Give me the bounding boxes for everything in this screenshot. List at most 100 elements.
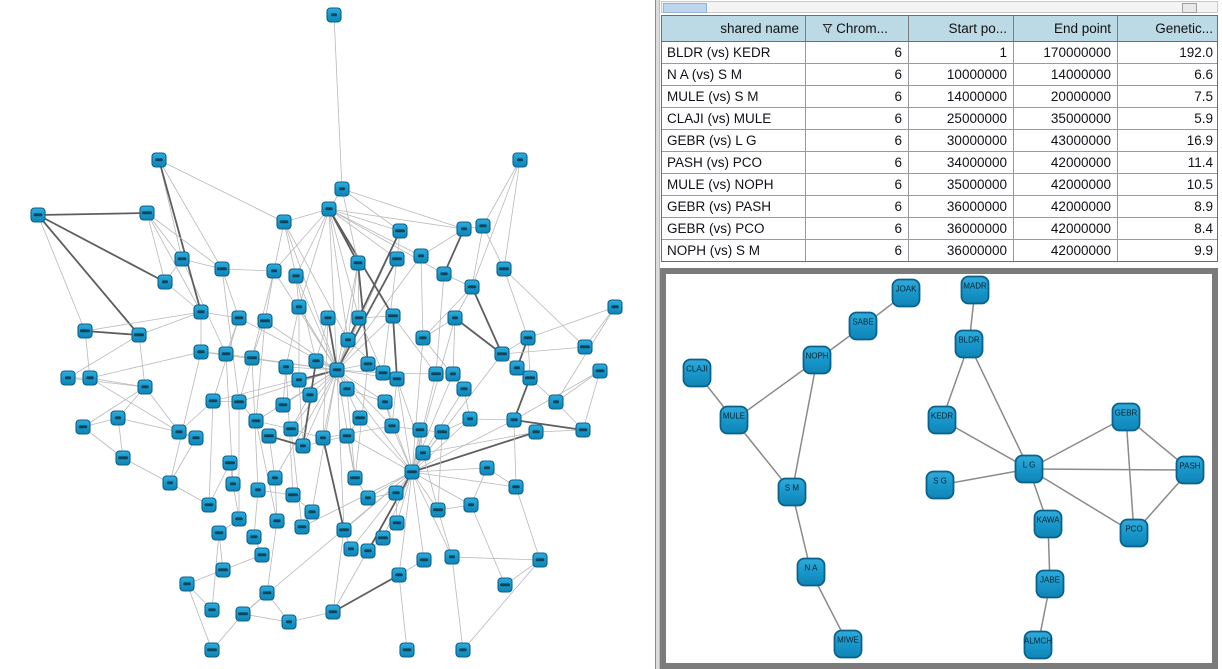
overview-network-edge[interactable] xyxy=(398,471,413,576)
overview-network-node[interactable] xyxy=(464,279,480,295)
overview-network-edge[interactable] xyxy=(169,351,202,484)
overview-network-edge[interactable] xyxy=(437,509,453,558)
overview-network-edge[interactable] xyxy=(411,431,537,473)
cell-value[interactable]: 16.9 xyxy=(1186,133,1213,148)
overview-network-edge[interactable] xyxy=(295,275,338,371)
table-row[interactable]: GEBR (vs) PCO 6 36000000 42000000 8.4 xyxy=(662,218,1217,240)
overview-network-edge[interactable] xyxy=(470,504,506,586)
overview-network-node[interactable] xyxy=(375,530,391,546)
cell-value[interactable]: 6.6 xyxy=(1194,67,1213,82)
overview-network-node[interactable] xyxy=(266,263,282,279)
overview-network-node[interactable] xyxy=(445,366,461,382)
overview-network-node[interactable] xyxy=(174,251,190,267)
overview-network-node[interactable] xyxy=(456,221,472,237)
overview-network-node[interactable] xyxy=(522,370,538,386)
overview-network-node[interactable] xyxy=(188,430,204,446)
overview-network-node[interactable] xyxy=(325,604,341,620)
overview-network-edge[interactable] xyxy=(452,317,456,375)
column-header-chrom-[interactable]: Chrom... xyxy=(806,16,909,41)
cell-value[interactable]: 25000000 xyxy=(909,108,1014,129)
detail-network-panel[interactable]: JOAK MADR SABE NOPH BLDR CLAJI MULE KEDR GEBR L G… xyxy=(660,268,1218,669)
overview-network-node[interactable] xyxy=(285,487,301,503)
overview-network-node[interactable] xyxy=(276,214,292,230)
overview-network-edge[interactable] xyxy=(301,471,413,528)
detail-network-node-pco[interactable]: PCO xyxy=(1119,518,1149,548)
cell-value[interactable]: 6 xyxy=(806,174,909,195)
overview-network-edge[interactable] xyxy=(89,377,146,388)
overview-network-node[interactable] xyxy=(269,513,285,529)
overview-network-edge[interactable] xyxy=(392,315,437,375)
overview-network-edge[interactable] xyxy=(341,188,465,230)
overview-network-node[interactable] xyxy=(391,567,407,583)
detail-network-edge[interactable] xyxy=(1125,416,1135,534)
overview-network-edge[interactable] xyxy=(146,212,202,313)
overview-network-node[interactable] xyxy=(215,562,231,578)
detail-network-node-gebr[interactable]: GEBR xyxy=(1111,402,1141,432)
cell-shared-name[interactable]: PASH (vs) PCO xyxy=(662,152,806,173)
overview-network-edge[interactable] xyxy=(138,311,202,336)
overview-network-edge[interactable] xyxy=(138,334,146,388)
overview-network-node[interactable] xyxy=(434,424,450,440)
overview-network-node[interactable] xyxy=(315,430,331,446)
overview-network-edge[interactable] xyxy=(454,317,503,355)
cell-value[interactable]: 34000000 xyxy=(909,152,1014,173)
cell-value[interactable]: 35000000 xyxy=(1014,108,1118,129)
overview-network-node[interactable] xyxy=(75,419,91,435)
overview-network-node[interactable] xyxy=(436,266,452,282)
overview-network-edge[interactable] xyxy=(122,457,171,484)
cell-value[interactable]: 35000000 xyxy=(909,174,1014,195)
overview-network-node[interactable] xyxy=(416,552,432,568)
overview-network-edge[interactable] xyxy=(346,435,413,473)
overview-network-edge[interactable] xyxy=(396,378,424,454)
overview-network-edge[interactable] xyxy=(84,330,140,336)
cell-value[interactable]: 20000000 xyxy=(1014,86,1118,107)
overview-network-node[interactable] xyxy=(389,251,405,267)
detail-network-node-bldr[interactable]: BLDR xyxy=(954,329,984,359)
overview-network-edge[interactable] xyxy=(89,377,180,433)
overview-network-edge[interactable] xyxy=(67,377,146,388)
cell-value[interactable]: 6 xyxy=(806,218,909,239)
overview-network-node[interactable] xyxy=(225,476,241,492)
overview-network-edge[interactable] xyxy=(322,317,329,439)
overview-network-edge[interactable] xyxy=(411,471,425,561)
overview-network-node[interactable] xyxy=(343,541,359,557)
overview-network-node[interactable] xyxy=(77,323,93,339)
overview-network-node[interactable] xyxy=(375,365,391,381)
overview-network-edge[interactable] xyxy=(503,159,521,270)
overview-network-edge[interactable] xyxy=(221,268,275,272)
overview-network-node[interactable] xyxy=(339,381,355,397)
overview-network-edge[interactable] xyxy=(332,574,400,613)
cell-shared-name[interactable]: MULE (vs) S M xyxy=(662,86,806,107)
overview-network-edge[interactable] xyxy=(37,214,86,332)
overview-network-node[interactable] xyxy=(288,268,304,284)
overview-network-edge[interactable] xyxy=(298,379,304,447)
column-header-start-po-[interactable]: Start po... xyxy=(909,16,1014,41)
overview-network-edge[interactable] xyxy=(471,225,484,288)
cell-value[interactable]: 6 xyxy=(806,152,909,173)
overview-network-node[interactable] xyxy=(278,359,294,375)
column-header-shared-name[interactable]: shared name xyxy=(662,16,806,41)
overview-network-edge[interactable] xyxy=(302,360,317,447)
overview-network-edge[interactable] xyxy=(285,366,338,371)
overview-network-edge[interactable] xyxy=(343,471,413,531)
overview-network-node[interactable] xyxy=(261,428,277,444)
table-row[interactable]: MULE (vs) NOPH 6 35000000 42000000 10.5 xyxy=(662,174,1217,196)
cell-value[interactable]: 6 xyxy=(806,130,909,151)
overview-network-edge[interactable] xyxy=(242,613,290,623)
overview-network-node[interactable] xyxy=(336,522,352,538)
overview-network-edge[interactable] xyxy=(298,208,330,308)
overview-network-edge[interactable] xyxy=(37,214,166,283)
overview-network-edge[interactable] xyxy=(37,212,148,216)
overview-network-edge[interactable] xyxy=(328,208,360,319)
overview-network-edge[interactable] xyxy=(264,270,275,322)
overview-network-node[interactable] xyxy=(528,424,544,440)
overview-network-edge[interactable] xyxy=(422,286,473,339)
overview-network-edge[interactable] xyxy=(411,337,424,473)
overview-network-node[interactable] xyxy=(110,410,126,426)
overview-network-node[interactable] xyxy=(291,299,307,315)
overview-network-node[interactable] xyxy=(246,529,262,545)
cell-value[interactable]: 6 xyxy=(806,108,909,129)
overview-network-node[interactable] xyxy=(520,330,536,346)
detail-network-edge[interactable] xyxy=(939,468,1030,486)
overview-network-node[interactable] xyxy=(139,205,155,221)
